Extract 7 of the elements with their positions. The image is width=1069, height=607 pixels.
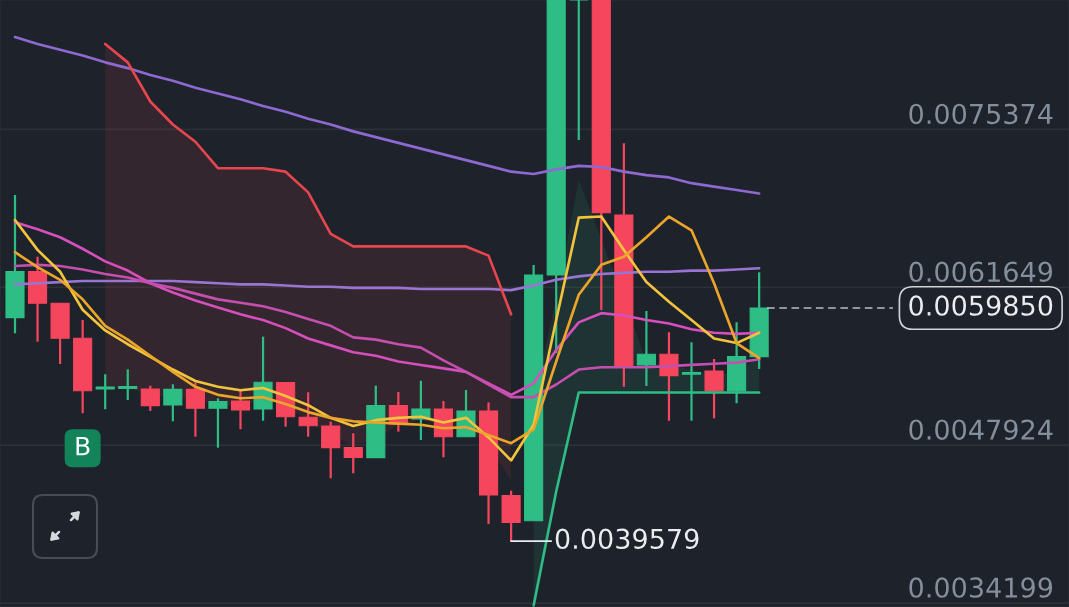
- annotation: B: [76, 436, 90, 456]
- annotation: 0.0039579: [555, 528, 699, 550]
- y-tick-label: 0.0061649: [909, 261, 1053, 283]
- y-tick-label: 0.0034199: [909, 577, 1053, 598]
- y-tick-label: 0.0075374: [909, 103, 1053, 125]
- y-tick-label: 0.0047924: [909, 419, 1053, 440]
- ref-line-label: 0.0059850: [909, 295, 1053, 316]
